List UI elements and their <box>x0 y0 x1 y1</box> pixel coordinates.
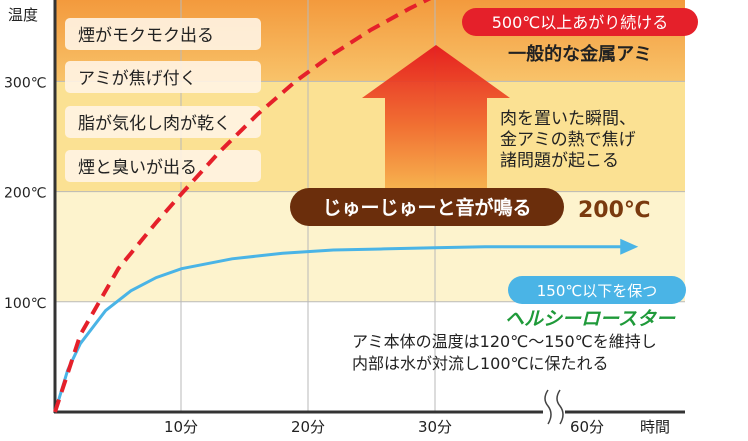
heat-rise-arrow-shape <box>362 45 510 192</box>
x-tick-label: 30分 <box>418 418 452 436</box>
y-tick-label: 300℃ <box>4 75 46 91</box>
event-label: アミが焦げ付く <box>78 69 197 89</box>
event-label: 煙がモクモク出る <box>78 26 214 46</box>
axis-break-gap <box>543 388 565 428</box>
event-box-bg <box>65 61 261 93</box>
metal-curve <box>53 0 432 413</box>
event-box: アミが焦げ付く <box>65 61 261 93</box>
event-box-bg <box>65 106 261 138</box>
metal-callout-bg <box>462 8 698 36</box>
series <box>53 0 639 413</box>
annotations: 500℃以上あがり続ける一般的な金属アミ肉を置いた瞬間、金アミの熱で焦げ諸問題が… <box>290 8 698 373</box>
sizzle-bg <box>290 188 564 226</box>
sizzle-callout: じゅーじゅーと音が鳴る <box>290 188 564 226</box>
event-box-bg <box>65 18 261 50</box>
event-box: 煙と臭いが出る <box>65 150 261 182</box>
roaster-note-line: アミ本体の温度は120℃〜150℃を維持し <box>352 332 657 351</box>
y-tick-label: 200℃ <box>4 186 46 202</box>
axis-break-mark-right <box>556 389 564 425</box>
y-tick-label: 100℃ <box>4 296 46 312</box>
event-label: 脂が気化し肉が乾く <box>78 114 231 134</box>
event-label: 煙と臭いが出る <box>78 158 197 178</box>
metal-callout-text: 500℃以上あがり続ける <box>492 13 669 32</box>
band-0-100 <box>55 301 685 412</box>
metal-note-line: 肉を置いた瞬間、 <box>500 109 636 129</box>
metal-series-name: 一般的な金属アミ <box>508 43 652 65</box>
roaster-callout: 150℃以下を保つ <box>508 276 686 304</box>
roaster-callout-bg <box>508 276 686 304</box>
roaster-note-line: 内部は水が対流し100℃に保たれる <box>352 354 609 373</box>
sizzle-temp: 200℃ <box>578 198 651 223</box>
event-box: 煙がモクモク出る <box>65 18 261 50</box>
sizzle-text: じゅーじゅーと音が鳴る <box>322 196 531 219</box>
x-tick-label: 10分 <box>164 418 198 436</box>
roaster-series-name: ヘルシーロースター <box>505 308 676 330</box>
roaster-callout-text: 150℃以下を保つ <box>537 282 657 300</box>
metal-note-line: 諸問題が起こる <box>500 151 619 171</box>
axis-break-mark-left <box>544 389 552 425</box>
x-tick-label: 20分 <box>291 418 325 436</box>
event-box: 脂が気化し肉が乾く <box>65 106 261 138</box>
metal-callout: 500℃以上あがり続ける <box>462 8 698 36</box>
roaster-curve <box>53 245 625 413</box>
x-tick-label: 60分 <box>570 418 604 436</box>
metal-note-line: 金アミの熱で焦げ <box>500 130 636 150</box>
x-axis-label: 時間 <box>640 418 670 436</box>
roaster-arrowhead <box>620 238 639 255</box>
heat-rise-arrow <box>362 45 510 192</box>
axis-break <box>543 388 565 428</box>
y-axis-label: 温度 <box>8 6 38 24</box>
